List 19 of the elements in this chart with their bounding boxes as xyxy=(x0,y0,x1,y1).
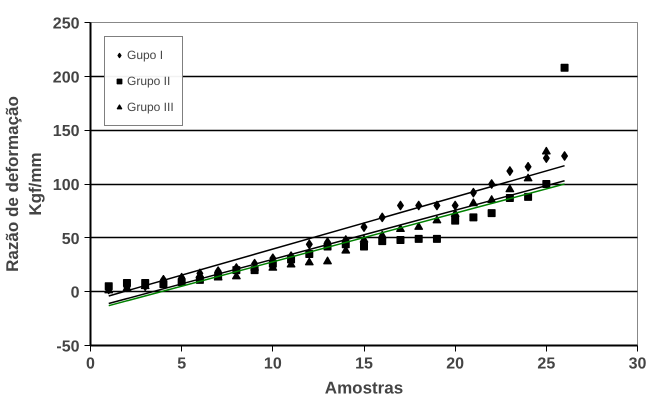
y-axis-title: Razão de deformação Kgf/mm xyxy=(3,96,45,272)
legend-label: Grupo II xyxy=(127,74,170,88)
y-tick-label: 0 xyxy=(70,284,80,302)
x-tick-label: 15 xyxy=(355,356,373,372)
y-tick-label: 250 xyxy=(52,16,80,32)
y-tick-label: 50 xyxy=(62,230,80,248)
x-tick-label: 10 xyxy=(264,356,282,372)
x-tick-label: 5 xyxy=(177,356,186,372)
x-tick-label: 0 xyxy=(86,356,96,372)
legend-label: Grupo III xyxy=(127,100,174,114)
y-tick-label: 100 xyxy=(52,177,80,194)
x-tick-label: 25 xyxy=(537,356,556,372)
y-tick-label: 150 xyxy=(52,123,80,140)
x-axis-title: Amostras xyxy=(324,378,404,398)
y-tick-label: 200 xyxy=(52,69,80,86)
legend-label: Gupo I xyxy=(127,48,164,62)
y-tick-label: -50 xyxy=(56,338,80,356)
x-tick-label: 20 xyxy=(446,356,464,372)
x-tick-label: 30 xyxy=(628,356,646,372)
